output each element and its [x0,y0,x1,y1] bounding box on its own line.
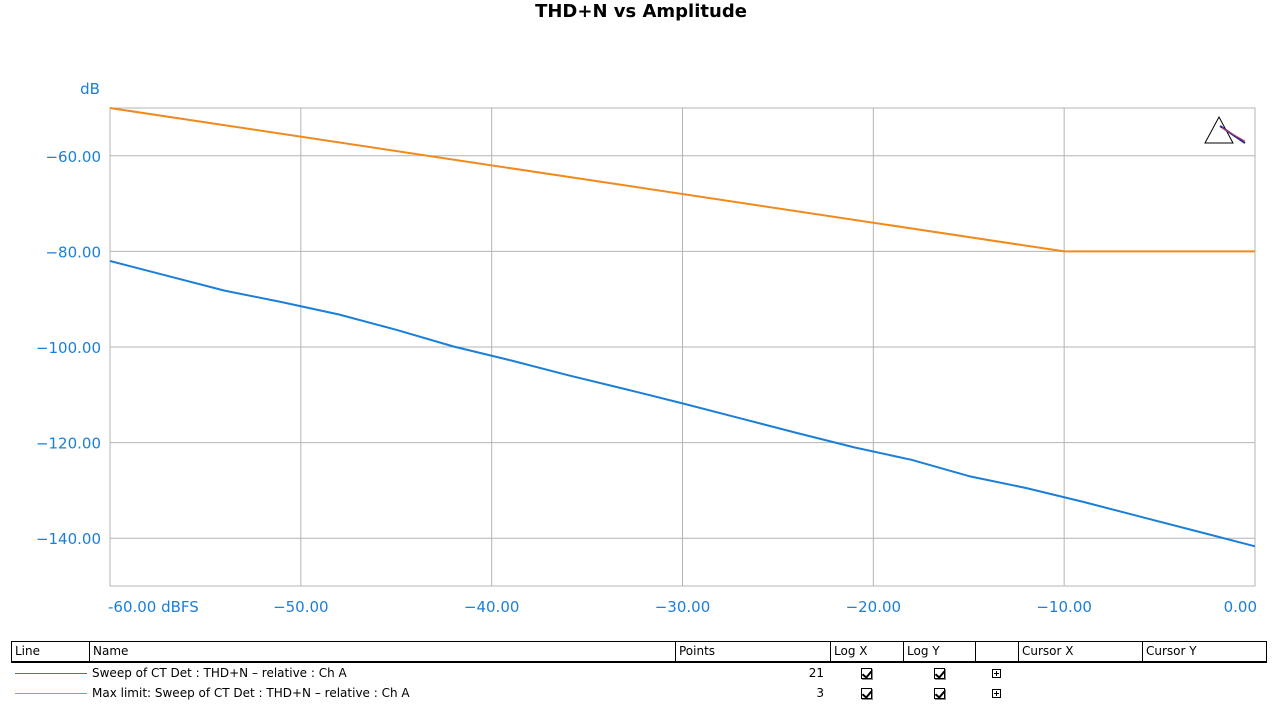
expand-icon[interactable] [992,669,1001,678]
x-tick-label: -60.00 dBFS [108,598,199,616]
header-log-y[interactable]: Log Y [904,642,976,661]
header-expand [976,642,1019,661]
x-tick-label: −50.00 [273,598,329,616]
legend-table: Line Name Points Log X Log Y Cursor X Cu… [11,641,1267,703]
chart-area[interactable]: -60.00 dBFS −50.00 −40.00 −30.00 −20.00 −10.0… [0,0,1282,640]
header-log-x[interactable]: Log X [831,642,904,661]
points-count: 21 [808,666,824,680]
expand-cell [975,686,1018,700]
header-line[interactable]: Line [12,642,90,661]
grid [109,107,1256,587]
header-points[interactable]: Points [676,642,831,661]
log-y-cell [903,686,975,700]
log-x-checkbox[interactable] [861,668,872,679]
expand-cell [975,666,1018,680]
y-tick-label: −100.00 [36,339,101,357]
triangle-pointer-icon[interactable] [1204,115,1246,144]
y-axis-label: dB [80,80,100,98]
header-cursor-y[interactable]: Cursor Y [1146,644,1197,658]
series-name: Max limit: Sweep of CT Det : THD+N – rel… [92,686,410,700]
x-tick-label: −40.00 [464,598,520,616]
series-line [109,107,1255,253]
log-x-checkbox[interactable] [861,688,872,699]
chart-title: THD+N vs Amplitude [535,1,747,22]
series-lines [109,107,1256,548]
x-tick-label: −20.00 [846,598,902,616]
x-tick-label: −30.00 [655,598,711,616]
series-name: Sweep of CT Det : THD+N – relative : Ch … [92,666,347,680]
legend-header: Line Name Points Log X Log Y Cursor X Cu… [11,641,1267,663]
series-line [109,260,1256,548]
expand-icon[interactable] [992,689,1001,698]
y-tick-label: −80.00 [45,243,101,261]
cursor-x-cell [1018,666,1142,680]
y-tick-labels: −60.00 −80.00 −100.00 −120.00 −140.00 [36,148,101,548]
header-cursor-x[interactable]: Cursor X [1019,642,1143,661]
log-x-cell [830,686,903,700]
points-count: 3 [816,686,824,700]
line-swatch [11,692,89,694]
legend-row[interactable]: Sweep of CT Det : THD+N – relative : Ch … [11,663,1267,683]
cursor-x-cell [1018,686,1142,700]
x-tick-label: −10.00 [1036,598,1092,616]
log-y-cell [903,666,975,680]
x-tick-label: 0.00 [1224,598,1257,616]
log-y-checkbox[interactable] [933,668,945,679]
legend-row[interactable]: Max limit: Sweep of CT Det : THD+N – rel… [11,683,1267,703]
y-tick-label: −60.00 [45,148,101,166]
log-x-cell [830,666,903,680]
x-tick-labels: -60.00 dBFS −50.00 −40.00 −30.00 −20.00 −10.0… [108,598,1257,616]
line-swatch [11,672,89,674]
y-tick-label: −140.00 [36,530,101,548]
y-tick-label: −120.00 [36,435,101,453]
header-name[interactable]: Name [90,642,676,661]
log-y-checkbox[interactable] [933,688,945,699]
